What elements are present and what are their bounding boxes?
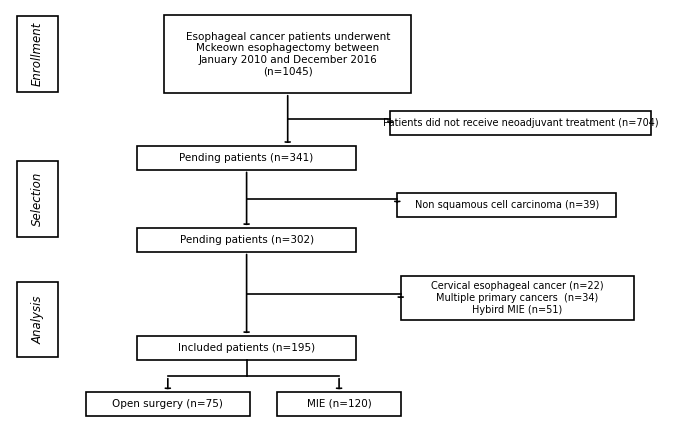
FancyBboxPatch shape [401,276,634,320]
FancyBboxPatch shape [86,392,250,416]
Text: Enrollment: Enrollment [32,22,44,86]
Text: Cervical esophageal cancer (n=22)
Multiple primary cancers  (n=34)
Hybird MIE (n: Cervical esophageal cancer (n=22) Multip… [431,282,603,314]
Text: Patients did not receive neoadjuvant treatment (n=704): Patients did not receive neoadjuvant tre… [383,118,658,128]
FancyBboxPatch shape [17,16,58,92]
FancyBboxPatch shape [137,336,356,359]
FancyBboxPatch shape [17,282,58,358]
FancyBboxPatch shape [137,228,356,251]
FancyBboxPatch shape [137,146,356,170]
Text: Open surgery (n=75): Open surgery (n=75) [112,399,223,409]
Text: Pending patients (n=302): Pending patients (n=302) [179,235,314,245]
Text: Non squamous cell carcinoma (n=39): Non squamous cell carcinoma (n=39) [415,200,599,210]
FancyBboxPatch shape [397,194,616,217]
Text: Analysis: Analysis [32,295,44,344]
FancyBboxPatch shape [390,111,651,135]
Text: Esophageal cancer patients underwent
Mckeown esophagectomy between
January 2010 : Esophageal cancer patients underwent Mck… [186,32,390,76]
FancyBboxPatch shape [277,392,401,416]
FancyBboxPatch shape [164,15,411,93]
Text: Pending patients (n=341): Pending patients (n=341) [179,152,314,163]
Text: Included patients (n=195): Included patients (n=195) [178,343,315,353]
Text: Selection: Selection [32,172,44,226]
Text: MIE (n=120): MIE (n=120) [307,399,371,409]
FancyBboxPatch shape [17,161,58,237]
